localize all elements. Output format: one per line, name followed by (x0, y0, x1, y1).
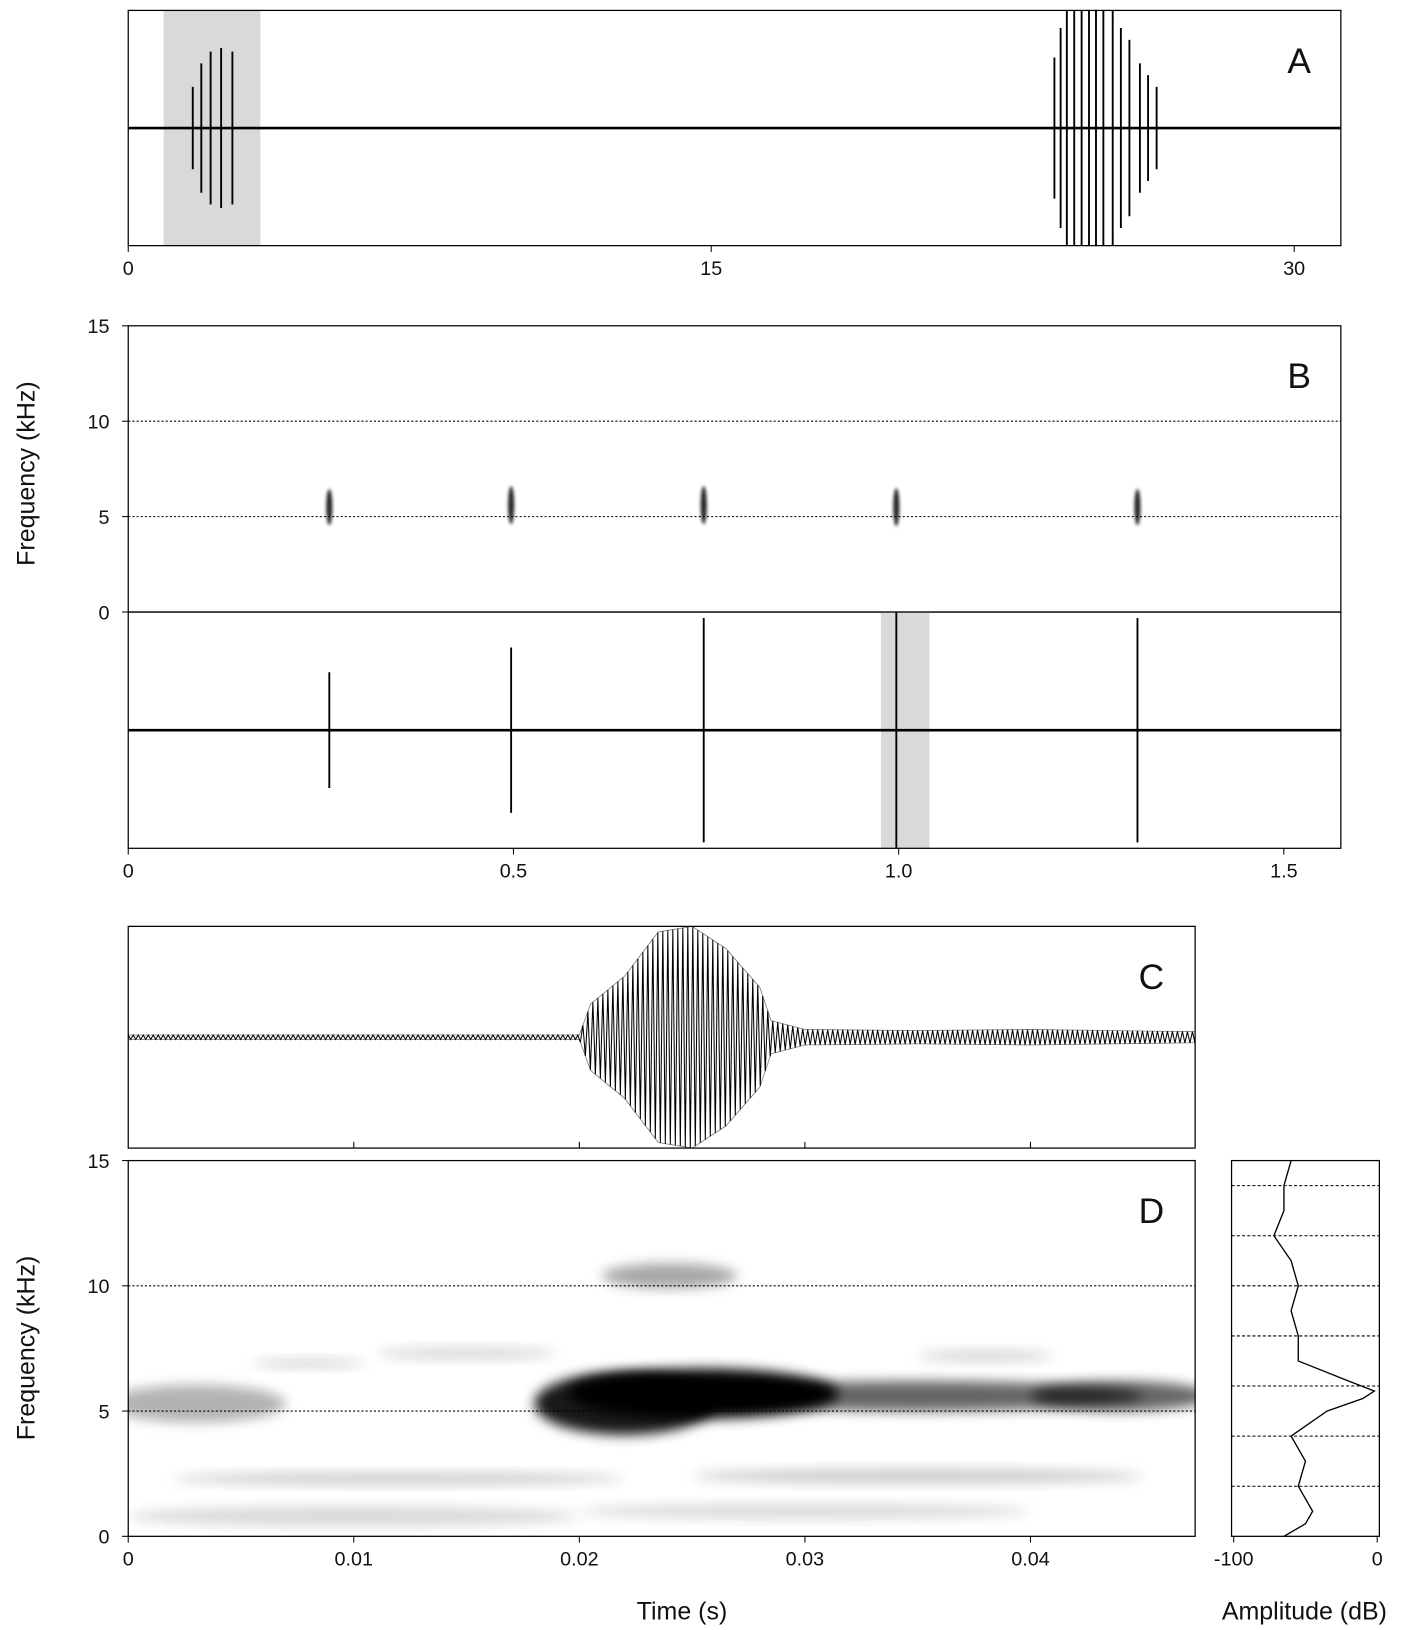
y-axis-label: Frequency (kHz) (13, 381, 41, 566)
y-tick-label: 0 (99, 1527, 110, 1549)
panel: 0 0.5 1.0 1.5 (123, 611, 1342, 882)
plot-frame (127, 1159, 1196, 1537)
plot-frame (127, 9, 1342, 247)
x-tick-label: 1.5 (1270, 860, 1297, 882)
x-axis-label: Amplitude (dB) (1222, 1598, 1387, 1626)
spectrum-line (1273, 1160, 1376, 1537)
panel-label: B (1287, 357, 1311, 396)
x-tick-label: 0.04 (1011, 1548, 1049, 1570)
y-tick-label: 10 (88, 1276, 110, 1298)
spectral-blob (326, 488, 333, 526)
x-tick-label: 0.03 (786, 1548, 824, 1570)
plot-area (128, 926, 1196, 1149)
plot-frame (127, 325, 1342, 613)
spectral-blob (252, 1358, 366, 1369)
x-tick-label: 1.0 (885, 860, 912, 882)
x-tick-label: 30 (1283, 258, 1305, 280)
y-tick-label: 5 (99, 1401, 110, 1423)
x-tick-label: 0 (1372, 1548, 1383, 1570)
spectral-blob (128, 1506, 580, 1527)
spectral-blob (917, 1349, 1054, 1363)
panel-label: D (1139, 1192, 1165, 1231)
x-tick-label: 0.02 (560, 1548, 598, 1570)
spectral-blob (534, 1372, 715, 1435)
panel: 0 0.01 0.02 0.03 0.04 0 5 10 15 D Frequency (kHz) T… (13, 1151, 1196, 1626)
panel-label: C (1139, 958, 1165, 997)
panel: 0 15 30 A (123, 9, 1342, 280)
panel-label: A (1287, 42, 1311, 81)
spectral-blob (173, 1472, 625, 1485)
x-tick-label: 0.01 (335, 1548, 373, 1570)
envelope-upper (128, 926, 1196, 1036)
x-tick-label: 0 (123, 258, 134, 280)
plot-area (128, 612, 1341, 849)
x-tick-label: -100 (1214, 1548, 1254, 1570)
plot-frame (1230, 1159, 1380, 1537)
spectral-blob (601, 1263, 738, 1289)
spectral-blob (692, 1381, 1144, 1412)
x-tick-label: 15 (700, 258, 722, 280)
plot-area (1231, 1160, 1380, 1537)
spectral-blob (692, 1468, 1144, 1484)
y-tick-label: 0 (99, 602, 110, 624)
envelope-lower (128, 1039, 1196, 1149)
plot-frame (127, 925, 1196, 1149)
x-tick-label: 0.5 (500, 860, 527, 882)
spectral-blob (128, 1384, 287, 1423)
panel: 0 5 10 15 B Frequency (kHz) (13, 316, 1342, 624)
plot-frame (127, 611, 1342, 849)
plot-area (128, 10, 1341, 246)
y-tick-label: 5 (99, 507, 110, 529)
panel: -100 0 Amplitude (dB) (1214, 1159, 1387, 1626)
x-tick-label: 0 (123, 860, 134, 882)
y-tick-label: 15 (88, 1151, 110, 1173)
spectral-blob (700, 486, 707, 525)
y-tick-label: 15 (88, 316, 110, 338)
spectral-blob (893, 487, 900, 527)
y-tick-label: 10 (88, 411, 110, 433)
y-axis-label: Frequency (kHz) (13, 1256, 41, 1441)
panel: C (127, 925, 1196, 1149)
x-axis-label: Time (s) (637, 1598, 728, 1626)
spectral-blob (1030, 1381, 1196, 1412)
spectral-blob (508, 486, 515, 525)
spectral-blob (376, 1347, 557, 1360)
plot-area (128, 1263, 1196, 1527)
plot-area (128, 420, 1341, 527)
x-tick-label: 0 (123, 1548, 134, 1570)
spectral-blob (1134, 488, 1141, 526)
oscillation (128, 926, 1196, 1148)
spectral-blob (579, 1503, 1031, 1519)
